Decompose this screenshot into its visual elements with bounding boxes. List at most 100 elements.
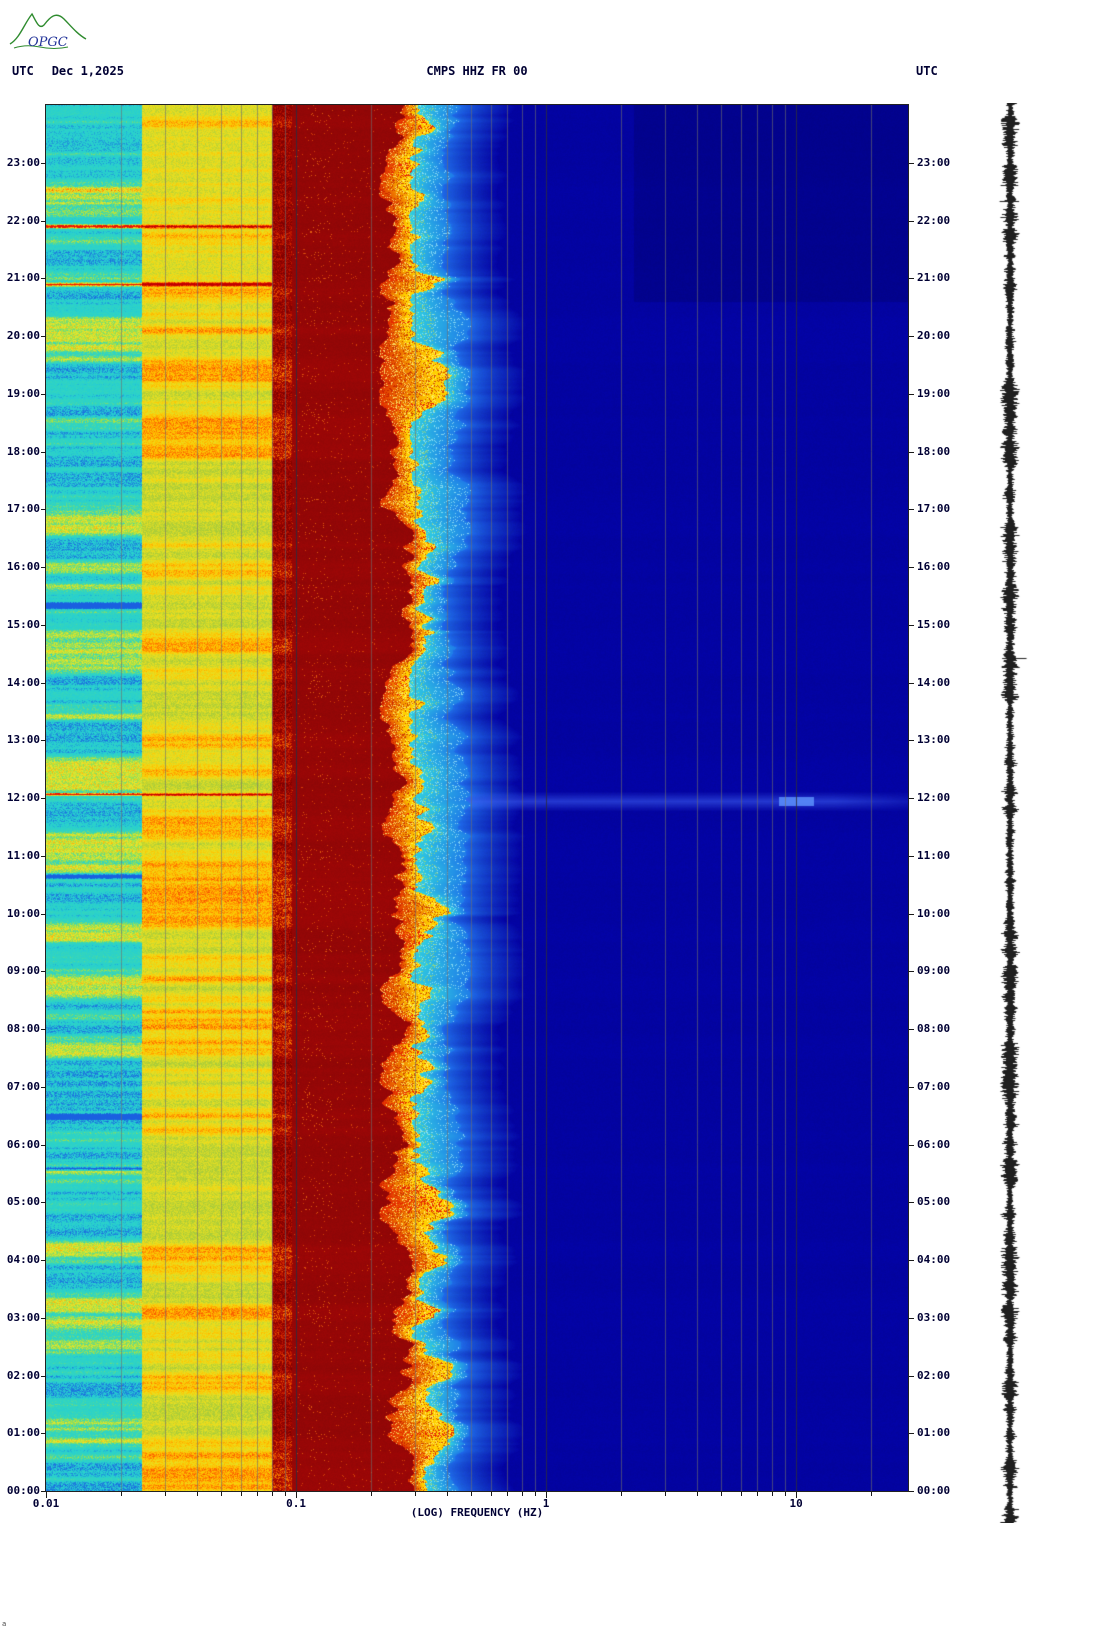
- hour-label-right: 16:00: [917, 560, 951, 573]
- hour-tick-right: [909, 682, 914, 684]
- hour-tick-left: [41, 567, 46, 568]
- hour-label-right: 21:00: [917, 271, 951, 285]
- hour-label-right: 04:00: [917, 1253, 951, 1266]
- hour-tick-right: [909, 740, 914, 742]
- freq-tick-minor: [784, 1492, 786, 1496]
- hour-tick-right: [909, 162, 914, 164]
- hour-tick-left: [41, 1029, 46, 1030]
- hour-tick-left: [41, 278, 46, 280]
- hour-tick-left: [41, 162, 46, 164]
- hour-label-left: 21:00: [6, 271, 40, 285]
- freq-tick-major: [296, 1492, 298, 1498]
- hour-label-left: 07:00: [6, 1079, 40, 1093]
- seismogram-trace-canvas: [982, 103, 1038, 1523]
- hour-tick-right: [909, 971, 914, 973]
- hour-tick-left: [41, 798, 46, 799]
- hour-tick-right: [909, 1202, 914, 1204]
- freq-tick-minor: [507, 1492, 509, 1496]
- hour-label-left: 06:00: [6, 1137, 40, 1151]
- hour-label-right: 15:00: [917, 617, 951, 631]
- freq-tick-minor: [165, 1492, 167, 1496]
- hour-tick-left: [41, 451, 46, 453]
- freq-tick-minor: [220, 1492, 222, 1496]
- hour-tick-right: [909, 913, 914, 915]
- hour-tick-left: [41, 1260, 46, 1261]
- freq-tick-minor: [240, 1492, 242, 1496]
- hour-tick-right: [909, 393, 914, 395]
- hour-tick-right: [909, 624, 914, 626]
- hour-tick-left: [41, 913, 46, 915]
- hour-tick-right: [909, 1317, 914, 1319]
- spectrogram-canvas: [46, 105, 908, 1491]
- freq-tick-minor: [534, 1492, 536, 1496]
- hour-tick-left: [41, 682, 46, 684]
- logo-underline: [13, 45, 69, 49]
- freq-tick-label: 1: [542, 1497, 550, 1510]
- hour-label-left: 02:00: [6, 1368, 40, 1382]
- hour-label-left: 20:00: [6, 329, 40, 342]
- hour-label-left: 10:00: [6, 906, 40, 920]
- hour-tick-right: [909, 567, 914, 568]
- hour-tick-right: [909, 509, 914, 511]
- hour-label-right: 10:00: [917, 906, 951, 920]
- hour-label-left: 11:00: [6, 848, 40, 862]
- freq-tick-label: 0.01: [32, 1497, 60, 1510]
- hour-label-left: 05:00: [6, 1195, 40, 1209]
- hour-tick-right: [909, 1491, 914, 1492]
- hour-label-left: 08:00: [6, 1022, 40, 1035]
- logo-mountain-outline: [9, 12, 87, 45]
- hour-label-left: 19:00: [6, 386, 40, 400]
- hour-label-right: 02:00: [917, 1368, 951, 1382]
- hour-label-left: 00:00: [6, 1484, 40, 1497]
- hour-label-right: 00:00: [917, 1484, 951, 1497]
- hour-tick-left: [41, 624, 46, 626]
- hour-tick-left: [41, 1086, 46, 1088]
- hour-label-right: 18:00: [917, 444, 951, 458]
- hour-label-left: 15:00: [6, 617, 40, 631]
- freq-tick-minor: [284, 1492, 286, 1496]
- hour-tick-left: [41, 855, 46, 857]
- freq-tick-minor: [696, 1492, 698, 1496]
- hour-tick-left: [41, 1375, 46, 1377]
- freq-tick-minor: [720, 1492, 722, 1496]
- freq-tick-label: 10: [789, 1497, 803, 1510]
- freq-tick-minor: [665, 1492, 667, 1496]
- hour-tick-left: [41, 740, 46, 742]
- date-label: Dec 1,2025: [51, 64, 124, 78]
- freq-tick-minor: [121, 1492, 123, 1496]
- x-axis-label: (LOG) FREQUENCY (HZ): [410, 1506, 544, 1519]
- hour-tick-right: [909, 336, 914, 337]
- freq-tick-minor: [771, 1492, 773, 1496]
- hour-label-left: 18:00: [6, 444, 40, 458]
- hour-tick-left: [41, 509, 46, 511]
- freq-tick-minor: [871, 1492, 873, 1496]
- freq-tick-minor: [470, 1492, 472, 1496]
- hour-label-left: 23:00: [6, 155, 40, 169]
- hour-tick-left: [41, 1491, 46, 1492]
- hour-label-right: 06:00: [917, 1137, 951, 1151]
- hour-label-left: 09:00: [6, 964, 40, 978]
- hour-tick-right: [909, 1433, 914, 1435]
- hour-tick-right: [909, 1375, 914, 1377]
- hour-tick-right: [909, 1144, 914, 1146]
- hour-label-right: 23:00: [917, 155, 951, 169]
- hour-label-right: 08:00: [917, 1022, 951, 1035]
- freq-tick-minor: [257, 1492, 259, 1496]
- hour-tick-right: [909, 278, 914, 280]
- hour-label-right: 07:00: [917, 1079, 951, 1093]
- freq-tick-minor: [740, 1492, 742, 1496]
- hour-label-left: 14:00: [6, 675, 40, 689]
- freq-tick-minor: [621, 1492, 623, 1496]
- freq-tick-minor: [271, 1492, 273, 1496]
- hour-tick-left: [41, 336, 46, 337]
- freq-tick-major: [46, 1492, 47, 1498]
- freq-tick-major: [796, 1492, 798, 1498]
- hour-label-left: 17:00: [6, 502, 40, 516]
- utc-label-left: UTC: [12, 64, 34, 78]
- hour-label-right: 19:00: [917, 386, 951, 400]
- hour-label-right: 09:00: [917, 964, 951, 978]
- freq-tick-major: [546, 1492, 548, 1498]
- opgc-logo: OPGC: [9, 12, 87, 50]
- hour-tick-left: [41, 393, 46, 395]
